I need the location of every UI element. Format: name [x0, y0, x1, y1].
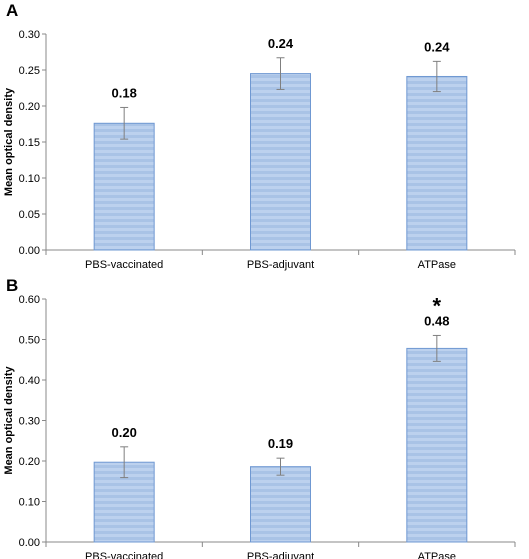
- y-tick-label: 0.05: [19, 209, 40, 221]
- panel-label-a: A: [6, 1, 18, 20]
- panel-label-b: B: [6, 276, 18, 295]
- data-label: 0.24: [424, 39, 450, 54]
- y-tick-label: 0.60: [19, 294, 40, 306]
- bar: [406, 347, 468, 543]
- x-category-label: ATPase: [418, 259, 456, 271]
- data-label: 0.19: [268, 436, 293, 451]
- y-tick-label: 0.50: [19, 335, 40, 347]
- y-axis-label-b: Mean optical density: [3, 366, 15, 475]
- y-tick-label: 0.15: [19, 137, 40, 149]
- x-category-label: PBS-vaccinated: [85, 259, 163, 271]
- y-axis-label-a: Mean optical density: [3, 87, 15, 196]
- x-category-label: PBS-adjuvant: [247, 259, 314, 271]
- panel-b: B Mean optical density 0.00 0.10 0.20 0.30 0.4…: [3, 276, 516, 559]
- panel-a: A Mean optical density 0.00 0.05 0.10 0.15 0.2…: [3, 1, 516, 271]
- bar: [93, 122, 155, 251]
- y-tick-label: 0.10: [19, 173, 40, 185]
- data-label: 0.18: [112, 85, 137, 100]
- data-label: 0.48: [424, 313, 449, 328]
- y-tick-label: 0.30: [19, 29, 40, 41]
- bar: [250, 73, 311, 251]
- data-label: 0.24: [268, 36, 294, 51]
- bar: [250, 466, 311, 543]
- y-tick-label: 0.40: [19, 375, 40, 387]
- y-tick-label: 0.00: [19, 245, 40, 257]
- significance-marker: *: [433, 293, 442, 318]
- y-tick-label: 0.20: [19, 101, 40, 113]
- x-category-label: PBS-vaccinated: [85, 551, 163, 559]
- y-tick-label: 0.10: [19, 497, 40, 509]
- y-tick-label: 0.00: [19, 537, 40, 549]
- y-tick-label: 0.20: [19, 456, 40, 468]
- y-tick-label: 0.25: [19, 65, 40, 77]
- data-label: 0.20: [112, 425, 137, 440]
- bar: [406, 75, 468, 251]
- x-category-label: ATPase: [418, 551, 456, 559]
- x-category-label: PBS-adjuvant: [247, 551, 314, 559]
- y-tick-label: 0.30: [19, 416, 40, 428]
